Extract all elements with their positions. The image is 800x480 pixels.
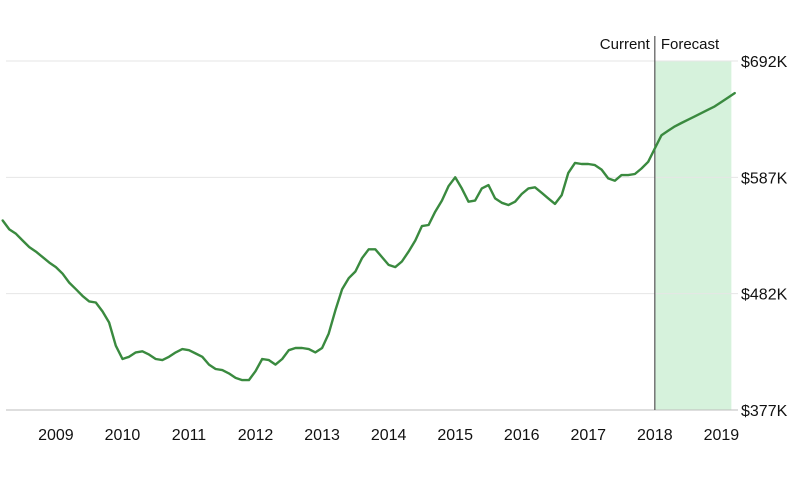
x-tick-label: 2017 [570,427,606,444]
y-tick-label: $377K [741,403,788,420]
y-tick-label: $482K [741,287,788,304]
x-tick-label: 2019 [704,427,740,444]
x-tick-label: 2018 [637,427,673,444]
x-tick-label: 2015 [437,427,473,444]
x-axis-labels: 2009 2010 2011 2012 2013 2014 2015 2016 2017 2018… [38,427,739,444]
grid-lines [6,60,738,411]
y-axis-labels: $377K $482K $587K $692K [741,54,788,420]
x-tick-label: 2016 [504,427,540,444]
price-series-line [1,91,736,382]
current-label: Current [600,36,651,53]
x-tick-label: 2009 [38,427,74,444]
y-tick-label: $692K [741,54,788,71]
x-tick-label: 2011 [172,427,207,444]
x-tick-label: 2014 [371,427,407,444]
forecast-label: Forecast [661,36,720,53]
x-tick-label: 2012 [238,427,274,444]
y-tick-label: $587K [741,170,788,187]
forecast-region [654,61,732,410]
x-tick-label: 2010 [105,427,141,444]
x-tick-label: 2013 [304,427,340,444]
